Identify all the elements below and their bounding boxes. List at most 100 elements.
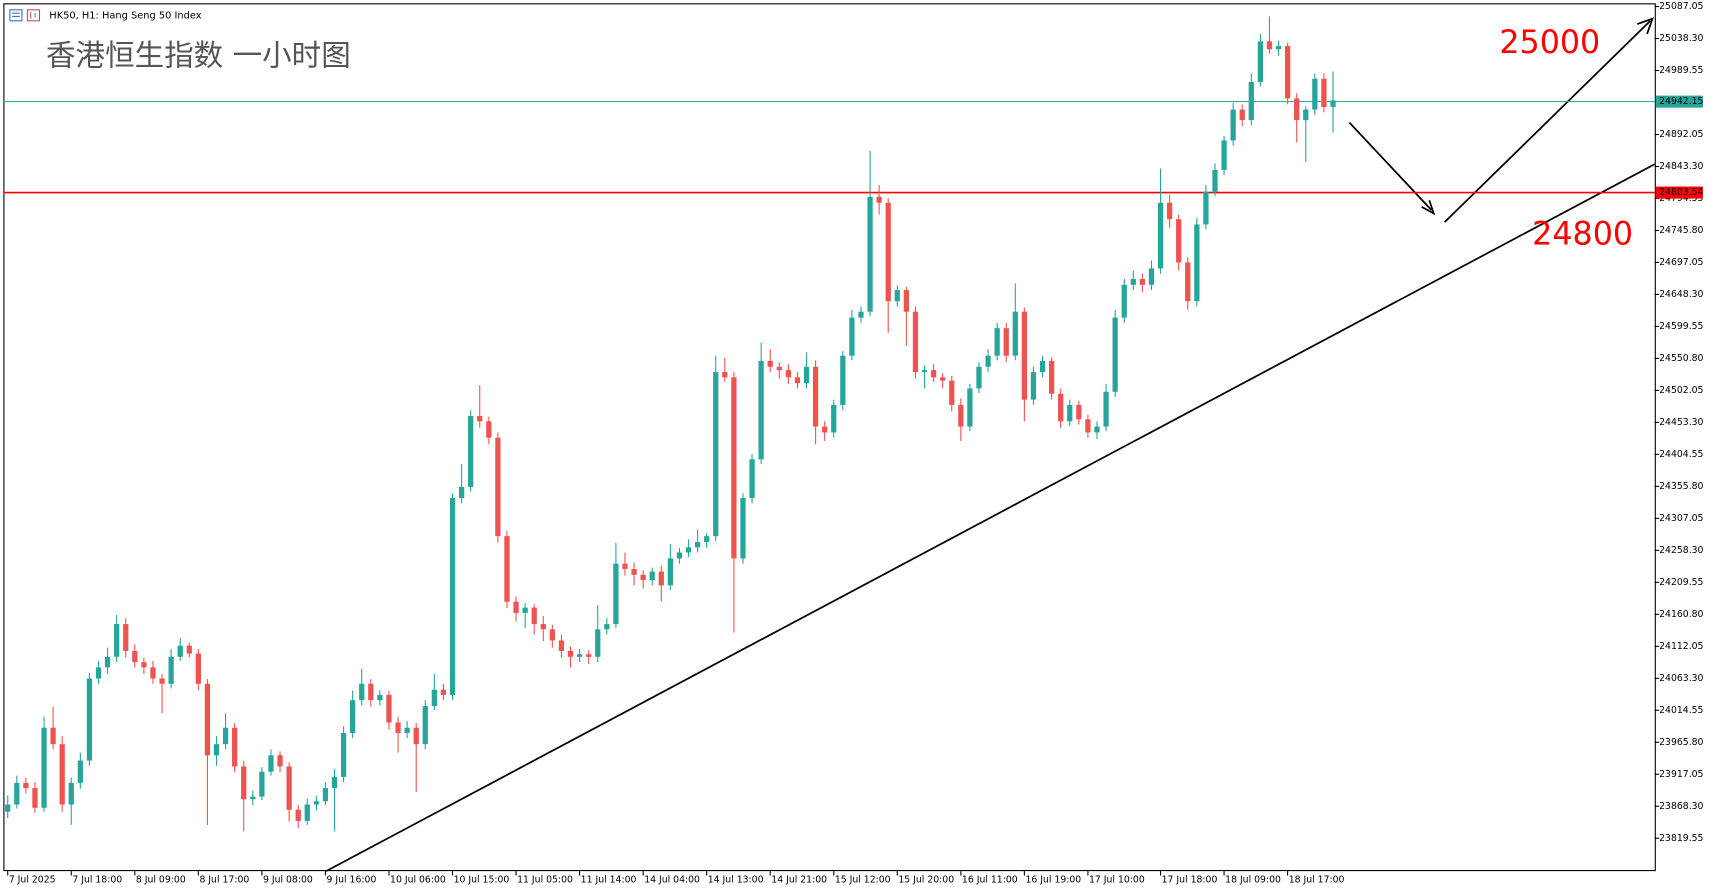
candle-body bbox=[86, 678, 93, 761]
candle-body bbox=[213, 744, 220, 756]
candle-body bbox=[1194, 224, 1200, 302]
candle-body bbox=[1148, 268, 1155, 285]
candle-body bbox=[776, 366, 782, 371]
x-tick-label: 7 Jul 18:00 bbox=[72, 874, 122, 885]
price-label: 24942.15 bbox=[1659, 96, 1703, 107]
candle-body bbox=[1085, 419, 1091, 433]
candle-body bbox=[150, 667, 156, 679]
arrow-head bbox=[1421, 199, 1436, 216]
candle-body bbox=[95, 667, 102, 679]
candle-body bbox=[558, 640, 565, 651]
candle-body bbox=[1012, 311, 1018, 356]
x-tick-label: 17 Jul 18:00 bbox=[1162, 874, 1218, 885]
candle-body bbox=[1176, 219, 1182, 263]
y-tick-label: 24550.80 bbox=[1659, 353, 1703, 364]
candle-body bbox=[1039, 360, 1046, 373]
candle-body bbox=[1221, 140, 1227, 170]
chart-title: 香港恒生指数 一小时图 bbox=[46, 38, 351, 72]
candle-body bbox=[1294, 98, 1300, 121]
x-tick-label: 9 Jul 16:00 bbox=[327, 874, 377, 885]
trend-line bbox=[325, 163, 1656, 872]
candle-body bbox=[549, 629, 555, 641]
candle-body bbox=[123, 624, 129, 651]
y-tick-label: 23868.30 bbox=[1659, 801, 1703, 812]
candle-body bbox=[1212, 169, 1218, 192]
x-tick-label: 17 Jul 10:00 bbox=[1089, 874, 1145, 885]
candle-body bbox=[1257, 41, 1264, 83]
candle-body bbox=[667, 558, 673, 586]
candle-body bbox=[685, 547, 692, 553]
candle-body bbox=[749, 459, 755, 499]
candle-body bbox=[1166, 202, 1173, 220]
candle-body bbox=[340, 732, 347, 777]
y-tick-label: 23917.05 bbox=[1659, 769, 1703, 780]
candle-body bbox=[622, 563, 628, 569]
candle-body bbox=[1076, 404, 1082, 420]
candle-body bbox=[785, 370, 791, 378]
candle-body bbox=[286, 766, 292, 810]
x-tick-label: 8 Jul 09:00 bbox=[136, 874, 186, 885]
candle-body bbox=[940, 377, 946, 381]
candle-body bbox=[649, 571, 655, 581]
candle-body bbox=[186, 645, 192, 654]
candle-body bbox=[912, 311, 919, 373]
candle-body bbox=[386, 694, 392, 723]
candle-body bbox=[1112, 317, 1118, 392]
candle-body bbox=[195, 653, 201, 684]
candle-body bbox=[658, 571, 664, 586]
candle-body bbox=[949, 380, 955, 405]
candle-body bbox=[958, 404, 964, 427]
candle-body bbox=[259, 771, 265, 797]
candle-body bbox=[885, 202, 891, 302]
candle-body bbox=[168, 656, 174, 684]
candle-body bbox=[676, 552, 683, 559]
candle-body bbox=[531, 607, 537, 625]
candle-body bbox=[422, 706, 428, 745]
candle-body bbox=[1312, 78, 1318, 110]
candle-body bbox=[1284, 45, 1291, 99]
candle-body bbox=[77, 760, 83, 783]
candle-body bbox=[921, 370, 928, 373]
candle-body bbox=[540, 624, 546, 630]
candle-body bbox=[586, 654, 592, 657]
candle-body bbox=[104, 656, 111, 668]
candle-body bbox=[1275, 45, 1282, 50]
y-tick-label: 24209.55 bbox=[1659, 577, 1703, 588]
x-tick-label: 14 Jul 21:00 bbox=[771, 874, 827, 885]
candle-body bbox=[513, 601, 519, 613]
candle-body bbox=[867, 196, 873, 312]
candle-body bbox=[967, 388, 973, 427]
annotation: 24800 bbox=[1532, 216, 1633, 252]
x-tick-label: 16 Jul 11:00 bbox=[962, 874, 1018, 885]
candle-body bbox=[1003, 328, 1009, 356]
candle-body bbox=[758, 360, 764, 460]
candle-body bbox=[250, 796, 256, 800]
x-tick-label: 18 Jul 17:00 bbox=[1289, 874, 1345, 885]
price-label-box bbox=[1655, 95, 1703, 108]
y-tick-label: 24697.05 bbox=[1659, 257, 1703, 268]
candle-body bbox=[59, 744, 65, 805]
x-tick-label: 15 Jul 20:00 bbox=[898, 874, 954, 885]
candle-body bbox=[304, 804, 310, 821]
candle-body bbox=[395, 722, 401, 733]
arrow-up bbox=[1444, 20, 1651, 223]
candle-body bbox=[1330, 100, 1336, 107]
candle-body bbox=[812, 366, 819, 427]
candle-body bbox=[567, 650, 574, 657]
x-tick-label: 7 Jul 2025 bbox=[9, 874, 56, 885]
candle-body bbox=[477, 416, 483, 422]
candle-body bbox=[1121, 284, 1127, 318]
y-tick-label: 24453.30 bbox=[1659, 417, 1703, 428]
x-tick-label: 14 Jul 04:00 bbox=[644, 874, 700, 885]
candle-body bbox=[177, 645, 183, 657]
candle-body bbox=[985, 355, 991, 367]
candle-body bbox=[803, 366, 810, 384]
y-tick-label: 24502.05 bbox=[1659, 385, 1703, 396]
candle-body bbox=[68, 782, 74, 805]
candle-body bbox=[1139, 278, 1146, 285]
y-tick-label: 24258.30 bbox=[1659, 545, 1703, 556]
candle-body bbox=[268, 755, 274, 772]
candle-body bbox=[114, 624, 120, 657]
